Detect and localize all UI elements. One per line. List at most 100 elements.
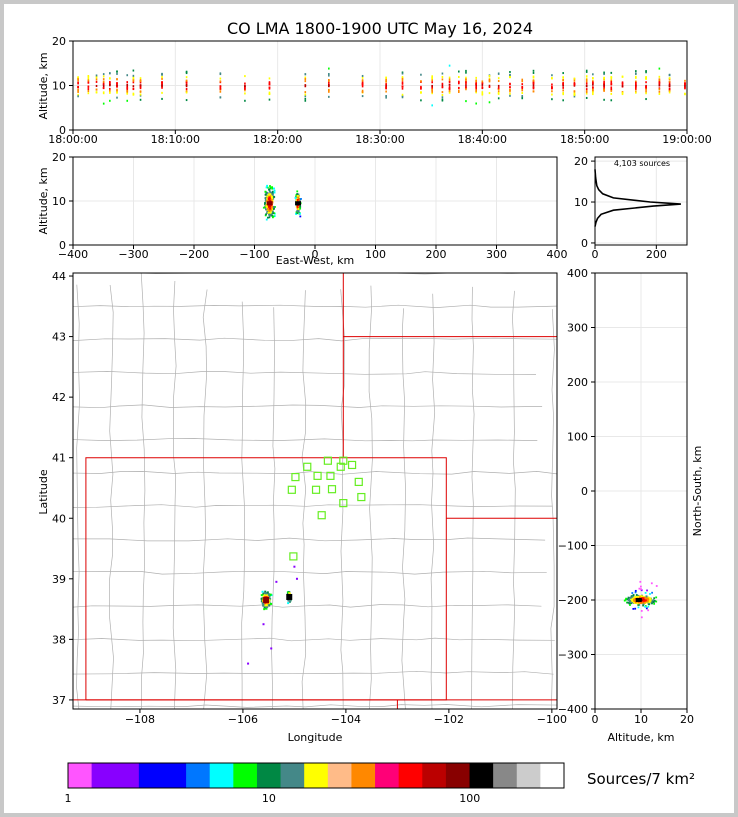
time-height-source — [592, 93, 594, 96]
time-height-source — [621, 81, 624, 84]
ew-height-source — [273, 187, 275, 190]
time-height-source — [126, 99, 129, 102]
ns-height-grid — [594, 272, 688, 710]
ns-height-y-tick-label: −400 — [558, 703, 588, 716]
time-height-source — [132, 88, 135, 91]
time-height-source — [441, 84, 444, 87]
plan-view-x-ticks: −108 −106 −104 −102 −100 — [125, 709, 567, 726]
time-height-source — [585, 75, 588, 78]
time-height-source — [139, 94, 142, 97]
time-height-source — [87, 81, 90, 84]
colorbar-cell — [91, 763, 116, 788]
county-line — [73, 604, 542, 608]
colorbar-cells — [68, 763, 565, 788]
ns-height-source — [633, 600, 636, 603]
county-line — [512, 290, 516, 709]
time-height-source — [161, 75, 163, 78]
time-height-source — [509, 90, 511, 93]
ns-height-source — [631, 592, 634, 594]
ns-height-core — [635, 598, 642, 602]
colorbar-cell — [138, 763, 163, 788]
time-height-source — [621, 93, 624, 96]
time-height-x-tick-label: 18:20:00 — [253, 133, 302, 146]
time-height-x-tick-label: 18:30:00 — [355, 133, 404, 146]
time-height-source — [268, 92, 271, 95]
time-height-source — [610, 88, 613, 91]
time-height-source — [635, 86, 637, 89]
ns-height-source — [640, 596, 643, 599]
time-height-source — [87, 74, 90, 77]
time-height-source — [132, 69, 135, 72]
time-height-source — [610, 99, 613, 102]
time-height-source — [161, 72, 163, 75]
time-height-source — [645, 81, 647, 84]
time-height-source — [645, 71, 647, 74]
plan-view-source — [260, 597, 263, 600]
ns-height-source — [629, 604, 631, 606]
ns-height-source — [643, 601, 646, 604]
ns-height-source — [651, 602, 653, 605]
ns-height-source — [630, 601, 633, 604]
lma-station-marker — [347, 460, 357, 470]
plan-view-core — [286, 593, 293, 600]
time-height-source — [102, 102, 105, 105]
ns-height-source — [645, 607, 648, 610]
ew-height-source — [270, 195, 273, 198]
time-height-source — [304, 78, 307, 81]
time-height-y-tick-label: 20 — [52, 35, 66, 48]
time-height-source — [521, 97, 524, 100]
time-height-source — [431, 75, 433, 78]
ew-height-source — [266, 197, 269, 200]
time-height-source — [645, 98, 647, 101]
ew-height-source — [271, 199, 274, 202]
time-height-source — [488, 101, 491, 104]
time-height-source — [161, 91, 163, 94]
time-height-source — [401, 96, 404, 99]
time-height-source — [668, 82, 671, 85]
time-height-source — [385, 95, 387, 98]
ns-height-y-tick-label: −100 — [558, 540, 588, 553]
time-height-source — [304, 91, 307, 94]
time-height-source — [521, 95, 524, 98]
plan-view-y-tick-label: 43 — [52, 331, 66, 344]
time-height-source — [532, 79, 535, 82]
altitude-histogram-line — [594, 169, 681, 227]
ew-height-source — [299, 212, 301, 215]
plan-view-source — [262, 603, 265, 606]
time-height-source — [635, 87, 637, 90]
time-height-source — [126, 81, 129, 84]
time-height-source — [385, 83, 387, 86]
ew-height-source — [266, 192, 269, 194]
ns-height-source — [655, 596, 658, 599]
time-height-source — [573, 84, 576, 87]
ns-height-source — [636, 602, 639, 605]
ns-height-source — [628, 600, 631, 603]
ew-height-source — [269, 207, 271, 210]
ns-height-source — [647, 605, 650, 608]
time-height-source — [658, 84, 661, 87]
time-height-source — [77, 93, 79, 96]
time-height-source — [102, 86, 105, 89]
time-height-source — [244, 87, 246, 90]
time-height-source — [551, 90, 553, 93]
time-height-source — [431, 85, 433, 88]
time-height-source — [448, 91, 451, 94]
plan-view-source — [263, 608, 266, 611]
colorbar-cell — [280, 763, 305, 788]
plan-view-sources — [247, 565, 298, 665]
county-line — [550, 309, 555, 709]
time-height-source — [610, 76, 613, 79]
time-height-source — [95, 80, 98, 83]
time-height-source — [116, 89, 118, 92]
time-height-source — [132, 85, 135, 88]
county-line — [73, 504, 553, 508]
time-height-source — [420, 85, 422, 88]
time-height-source — [441, 91, 444, 94]
time-height-source — [521, 80, 524, 83]
county-line — [73, 471, 557, 475]
ns-height-source — [644, 591, 647, 594]
time-height-source — [95, 74, 98, 77]
plan-view-source — [267, 593, 270, 596]
time-height-source — [592, 80, 594, 83]
